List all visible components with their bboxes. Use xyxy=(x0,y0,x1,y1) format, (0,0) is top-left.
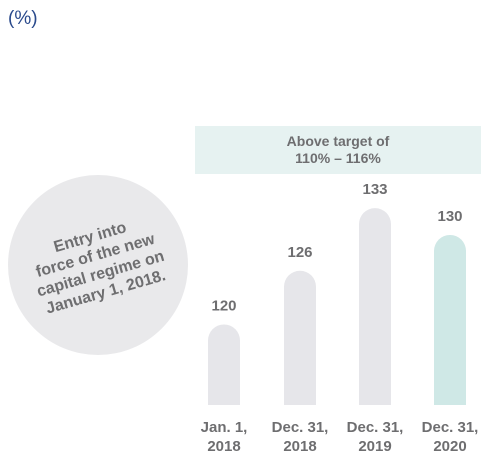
target-band-line-1: Above target of xyxy=(286,133,390,149)
category-label-1-line-1: Jan. 1, xyxy=(201,419,248,436)
category-label-2-line-1: Dec. 31, xyxy=(272,419,329,436)
annotation-circle: Entry into force of the new capital regi… xyxy=(8,175,188,355)
category-label-4-line-1: Dec. 31, xyxy=(422,419,479,436)
category-label-3-line-1: Dec. 31, xyxy=(347,419,404,436)
bar-value-label-2: 126 xyxy=(287,244,312,261)
target-band-line-2: 110% – 116% xyxy=(295,150,381,166)
category-label-4-line-2: 2020 xyxy=(433,438,466,455)
category-label-1-line-2: 2018 xyxy=(207,438,240,455)
unit-label: (%) xyxy=(8,8,38,29)
bar-4 xyxy=(434,234,466,405)
bar-value-label-3: 133 xyxy=(362,181,387,198)
category-label-3-line-2: 2019 xyxy=(358,438,391,455)
bar-1 xyxy=(208,324,240,405)
target-band: Above target of 110% – 116% xyxy=(195,126,481,174)
category-label-2-line-2: 2018 xyxy=(283,438,316,455)
bar-3 xyxy=(359,208,391,405)
bar-value-label-4: 130 xyxy=(437,208,462,225)
bar-2 xyxy=(284,270,316,405)
bar-value-label-1: 120 xyxy=(211,297,236,314)
